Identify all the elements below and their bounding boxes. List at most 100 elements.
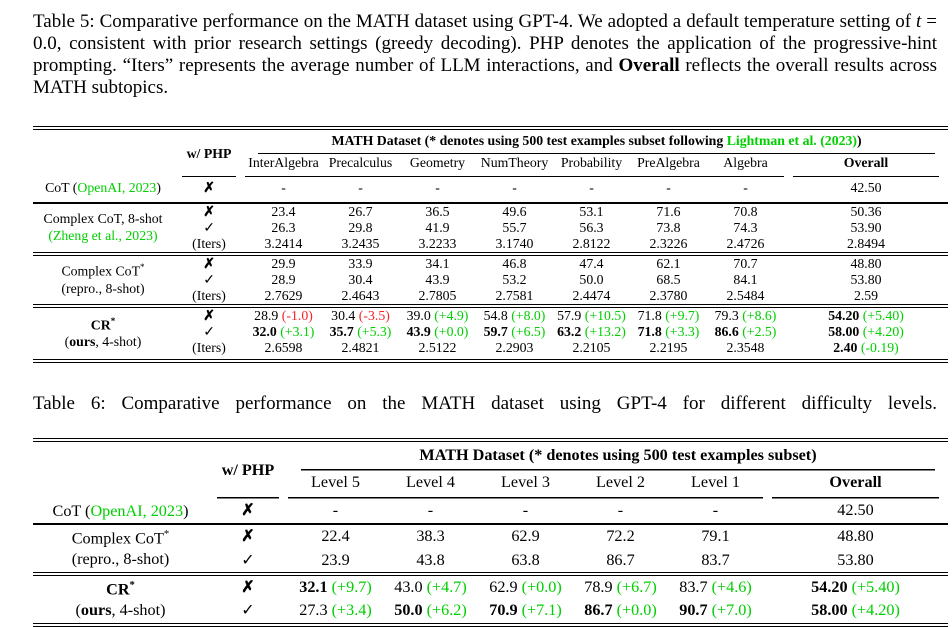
cell-value: 34.1	[425, 255, 450, 271]
data-cell: 2.4643	[322, 288, 399, 306]
cell-value: 43.9	[406, 323, 431, 339]
text-segment: reflects the overall results across MATH…	[33, 55, 937, 98]
text-segment: Complex CoT	[71, 529, 164, 548]
cell-value: 2.59	[853, 287, 879, 303]
cell-value: 74.3	[733, 219, 758, 235]
row-label: Complex CoT* (repro., 8-shot)	[33, 251, 173, 306]
column-header: Level 5	[288, 470, 383, 499]
cell-delta: (+6.5)	[511, 323, 546, 339]
data-cell: 2.2105	[553, 340, 630, 361]
cell-value: -	[743, 180, 748, 196]
cell-value: 43.9	[425, 271, 450, 287]
data-cell: 70.9 (+7.1)	[478, 599, 573, 624]
cell-delta: (+6.7)	[616, 577, 657, 596]
data-cell: 2.8494	[784, 236, 948, 254]
cell-delta: (+6.2)	[426, 601, 467, 620]
table-row: (Iters) 2.6598 2.4821 2.5122 2.2903 2.2105 2.2…	[33, 340, 948, 361]
text-segment: Overall	[618, 55, 680, 76]
overall-column-header: Overall	[784, 154, 949, 177]
data-cell: 2.8122	[553, 236, 630, 254]
row-label-line: CoT (OpenAI, 2023)	[35, 180, 171, 197]
cross-mark-icon: ✗	[203, 180, 215, 196]
cell-value: 59.7	[483, 323, 508, 339]
data-cell: 84.1	[707, 272, 784, 288]
data-cell: 43.9 (+0.0)	[399, 324, 476, 340]
table5: w/ PHP MATH Dataset (* denotes using 500 …	[33, 126, 949, 363]
text-segment: CR	[90, 317, 111, 333]
data-cell: 23.4	[245, 201, 322, 220]
data-cell: 26.3	[245, 220, 322, 236]
data-cell: 50.36	[784, 201, 949, 220]
cell-value: 35.7	[329, 323, 354, 339]
data-cell: 78.9 (+6.7)	[573, 571, 668, 600]
citation-link[interactable]: Lightman et al. (2023)	[726, 133, 857, 148]
data-cell: -	[553, 177, 630, 203]
data-cell: 38.3	[383, 523, 478, 549]
citation-link[interactable]: OpenAI, 2023	[90, 501, 184, 520]
table-row: ✓ 23.9 43.8 63.8 86.7 83.7 53.80	[33, 549, 948, 574]
data-cell: 2.7805	[399, 288, 476, 306]
cell-value: 57.9	[557, 307, 582, 323]
dataset-header: MATH Dataset (* denotes using 500 test e…	[288, 439, 949, 471]
text-segment: (repro., 8-shot)	[61, 280, 145, 296]
data-cell: 43.0 (+4.7)	[383, 571, 478, 600]
data-cell: 2.40 (-0.19)	[784, 340, 948, 361]
cell-value: 86.6	[714, 323, 739, 339]
row-label: CoT (OpenAI, 2023)	[33, 177, 173, 203]
php-column-header: w/ PHP	[173, 128, 245, 177]
cell-value: 2.5484	[726, 287, 765, 303]
data-cell: -	[478, 499, 573, 524]
data-cell: 58.00 (+4.20)	[763, 599, 948, 624]
data-cell: 3.1740	[476, 236, 553, 254]
data-cell: 2.3548	[707, 340, 784, 361]
citation-link[interactable]: OpenAI, 2023	[77, 180, 157, 195]
data-cell: -	[476, 177, 553, 203]
cell-value: 2.2195	[649, 339, 688, 355]
cross-mark-icon: ✗	[173, 251, 245, 272]
data-cell: 49.6	[476, 201, 553, 220]
cell-value: 26.3	[271, 219, 296, 235]
php-flag: (Iters)	[192, 339, 226, 355]
cell-value: 54.8	[483, 307, 508, 323]
cell-value: 2.3548	[726, 339, 765, 355]
data-cell: 62.9 (+0.0)	[478, 571, 573, 600]
cell-value: 53.80	[850, 271, 882, 287]
header-row: w/ PHP MATH Dataset (* denotes using 500 …	[33, 128, 949, 177]
data-cell: 53.2	[476, 272, 553, 288]
data-cell: 71.8 (+3.3)	[630, 324, 707, 340]
dataset-header: MATH Dataset (* denotes using 500 test e…	[245, 128, 949, 154]
cell-value: -	[358, 180, 363, 196]
text-segment: MATH Dataset (* denotes using 500 test e…	[331, 133, 727, 148]
cell-value: 83.7	[679, 577, 708, 596]
citation-link[interactable]: (Zheng et al., 2023)	[48, 227, 158, 243]
data-cell: -	[668, 499, 763, 524]
cell-delta: (+0.0)	[434, 323, 469, 339]
data-cell: 39.0 (+4.9)	[399, 303, 476, 324]
data-cell: 50.0	[553, 272, 630, 288]
cell-value: 2.4726	[726, 235, 765, 251]
cell-value: 70.9	[489, 601, 518, 620]
cross-mark-icon: ✗	[241, 501, 255, 520]
data-cell: 83.7 (+4.6)	[668, 571, 763, 600]
text-segment: , 4-shot)	[111, 600, 166, 619]
subheader-row: Level 5 Level 4 Level 3 Level 2 Level 1 Overa…	[33, 470, 949, 499]
cell-delta: (+5.40)	[851, 577, 900, 596]
data-cell: 86.6 (+2.5)	[707, 324, 784, 340]
row-label: Complex CoT* (repro., 8-shot)	[33, 523, 208, 574]
row-label: CoT (OpenAI, 2023)	[33, 499, 208, 524]
cell-delta: (+4.9)	[434, 307, 469, 323]
data-cell: 48.80	[784, 251, 949, 272]
cell-value: 46.8	[502, 255, 527, 271]
cell-delta: (+4.20)	[851, 601, 900, 620]
cell-value: -	[666, 180, 671, 196]
column-header: NumTheory	[476, 154, 553, 177]
data-cell: 36.5	[399, 201, 476, 220]
data-cell: 42.50	[784, 177, 948, 203]
cell-value: 54.20	[828, 307, 860, 323]
cell-value: 32.0	[252, 323, 277, 339]
cell-value: 48.80	[837, 527, 874, 546]
check-mark-icon: ✓	[241, 601, 255, 620]
cell-value: 2.7581	[495, 287, 534, 303]
cell-value: 50.0	[394, 601, 423, 620]
data-cell: 83.7	[668, 549, 763, 574]
